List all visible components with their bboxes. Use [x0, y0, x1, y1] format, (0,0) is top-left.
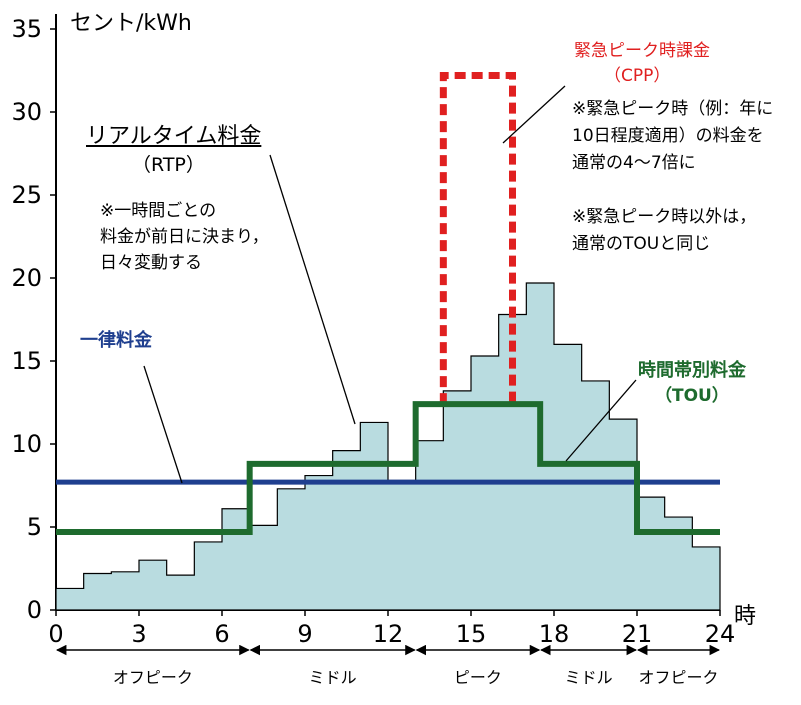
rtp-subtitle: （RTP） — [132, 154, 205, 176]
cpp-callout-line — [502, 85, 566, 144]
x-tick-label: 6 — [214, 620, 229, 648]
cpp-note-line: ※緊急ピーク時（例：年に — [572, 99, 774, 119]
x-tick-label: 3 — [131, 620, 146, 648]
cpp-note-line: 通常のTOUと同じ — [572, 234, 711, 254]
period-label: ピーク — [453, 668, 502, 687]
y-tick-label: 25 — [11, 181, 42, 209]
rtp-series — [55, 282, 721, 611]
x-tick-label: 21 — [622, 620, 653, 648]
x-tick-label: 15 — [456, 620, 487, 648]
y-tick-label: 35 — [11, 15, 42, 43]
tou-subtitle: （TOU） — [655, 386, 729, 406]
cpp-title: 緊急ピーク時課金 — [574, 41, 710, 61]
cpp-dashed-box — [439, 71, 516, 405]
rtp-callout-line — [269, 154, 356, 425]
x-tick-label: 24 — [705, 620, 736, 648]
callout-lines — [143, 85, 637, 484]
y-tick-label: 0 — [27, 596, 42, 624]
y-tick-label: 20 — [11, 264, 42, 292]
rtp-note-line: 日々変動する — [100, 253, 202, 273]
rtp-note-line: 料金が前日に決まり， — [100, 227, 269, 247]
rtp-title: リアルタイム料金 — [86, 124, 262, 149]
x-tick-label: 12 — [373, 620, 404, 648]
x-tick-label: 18 — [539, 620, 570, 648]
rtp-step-area — [55, 282, 721, 611]
period-label: オフピーク — [638, 668, 719, 687]
period-label: オフピーク — [112, 668, 193, 687]
axes-layer: 0 5 10 15 20 25 30 35 0 3 6 9 12 15 18 21 24 — [11, 14, 735, 648]
flat-rate-label: 一律料金 — [80, 330, 152, 351]
x-tick-label: 9 — [297, 620, 312, 648]
x-tick-label: 0 — [48, 620, 63, 648]
period-label: ミドル — [308, 668, 357, 687]
cpp-note-line — [572, 177, 773, 204]
tou-callout-line — [565, 379, 637, 462]
flat-callout-line — [143, 365, 183, 484]
tou-title: 時間帯別料金 — [638, 360, 746, 381]
period-label: ミドル — [564, 668, 613, 687]
cpp-note-line: ※緊急ピーク時以外は， — [572, 207, 757, 227]
y-axis-unit-label: セント/kWh — [70, 11, 192, 36]
x-axis-unit-label: 時 — [734, 604, 757, 629]
cpp-note: ※緊急ピーク時（例：年に 10日程度適用）の料金を 通常の4～7倍に ※緊急ピー… — [572, 96, 773, 258]
tou-step-line — [56, 401, 720, 535]
cpp-note-line: 通常の4～7倍に — [572, 153, 696, 173]
cpp-note-line: 10日程度適用）の料金を — [572, 126, 764, 146]
y-tick-label: 30 — [11, 98, 42, 126]
y-tick-label: 5 — [27, 513, 42, 541]
rate-lines — [56, 71, 720, 535]
cpp-subtitle: （CPP） — [604, 66, 671, 86]
rtp-note-line: ※一時間ごとの — [100, 201, 217, 221]
y-tick-label: 10 — [11, 430, 42, 458]
rtp-note: ※一時間ごとの 料金が前日に決まり， 日々変動する — [100, 198, 269, 276]
y-tick-label: 15 — [11, 347, 42, 375]
